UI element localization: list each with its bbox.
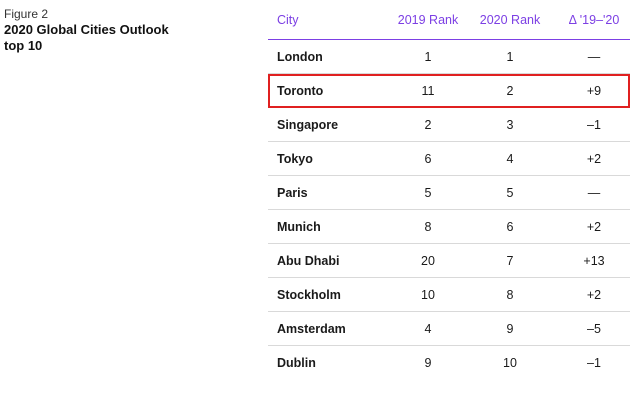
table-row: Stockholm 10 8 +2: [268, 278, 630, 312]
rank-2020: 7: [506, 253, 514, 268]
city-name: Singapore: [277, 117, 339, 132]
city-name: Stockholm: [277, 287, 341, 302]
city-name: Abu Dhabi: [277, 253, 340, 268]
rank-2019: 20: [421, 253, 435, 268]
rank-2019: 10: [421, 287, 435, 302]
rank-2020: 5: [506, 185, 514, 200]
rankings-table: City 2019 Rank 2020 Rank Δ '19–'20 Londo…: [268, 0, 630, 380]
rank-2020: 9: [506, 321, 514, 336]
rank-2019: 6: [424, 151, 432, 166]
rank-delta: +2: [586, 151, 602, 166]
rank-2020: 10: [503, 356, 517, 370]
rank-2020: 6: [506, 219, 514, 234]
figure-title-line-1: 2020 Global Cities Outlook: [4, 22, 169, 37]
city-name: Paris: [277, 185, 308, 200]
rank-delta: –5: [587, 321, 601, 336]
header-city: City: [277, 12, 299, 27]
city-name: Dublin: [277, 356, 316, 370]
rank-2019: 9: [424, 356, 432, 370]
rank-delta: —: [587, 49, 601, 64]
city-name: Toronto: [277, 83, 324, 98]
rank-delta: —: [587, 185, 601, 200]
rank-delta: +2: [586, 219, 602, 234]
city-name: Tokyo: [277, 151, 313, 166]
rank-2019: 11: [421, 83, 435, 98]
city-name: Amsterdam: [277, 321, 346, 336]
rank-2019: 2: [424, 117, 432, 132]
table-row: Singapore 2 3 –1: [268, 108, 630, 142]
table-row-highlighted: Toronto 11 2 +9: [268, 74, 630, 108]
header-rank-2019: 2019 Rank: [397, 12, 459, 27]
rank-2020: 3: [506, 117, 514, 132]
rank-2019: 4: [424, 321, 432, 336]
rank-2020: 2: [506, 83, 514, 98]
figure-title-line-2: top 10: [4, 38, 43, 53]
table-row: Paris 5 5 —: [268, 176, 630, 210]
table-row: Tokyo 6 4 +2: [268, 142, 630, 176]
table-row: Munich 8 6 +2: [268, 210, 630, 244]
rank-delta: +13: [583, 253, 605, 268]
figure-label: Figure 2: [4, 7, 49, 21]
rank-2020: 1: [506, 49, 514, 64]
table-row: Abu Dhabi 20 7 +13: [268, 244, 630, 278]
rank-delta: –1: [587, 356, 601, 370]
rank-2019: 8: [424, 219, 432, 234]
rank-delta: +9: [586, 83, 602, 98]
rank-2019: 5: [424, 185, 432, 200]
table-row: Dublin 9 10 –1: [268, 346, 630, 380]
rank-delta: +2: [586, 287, 602, 302]
figure-caption: Figure 2 2020 Global Cities Outlook top …: [4, 6, 214, 54]
header-delta: Δ '19–'20: [568, 12, 620, 27]
rank-2019: 1: [424, 49, 432, 64]
rank-2020: 4: [506, 151, 514, 166]
city-name: London: [277, 49, 323, 64]
header-rank-2020: 2020 Rank: [479, 12, 541, 27]
rank-2020: 8: [506, 287, 514, 302]
table-row: Amsterdam 4 9 –5: [268, 312, 630, 346]
table-row: London 1 1 —: [268, 40, 630, 74]
table-header-row: City 2019 Rank 2020 Rank Δ '19–'20: [268, 0, 630, 40]
city-name: Munich: [277, 219, 321, 234]
rank-delta: –1: [587, 117, 601, 132]
